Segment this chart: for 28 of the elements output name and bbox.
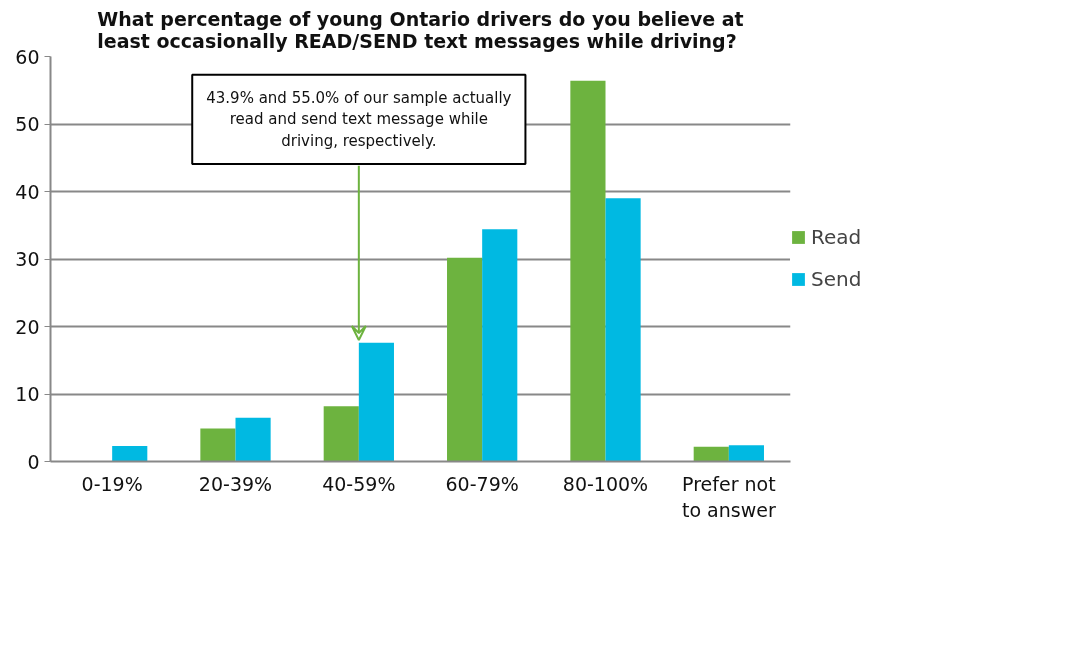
y-tick-label: 50 — [15, 113, 40, 135]
bar — [200, 428, 236, 462]
bar — [570, 80, 606, 462]
bar — [323, 406, 359, 462]
bar — [112, 445, 148, 462]
legend-label: Read — [811, 225, 862, 249]
bar — [482, 229, 518, 462]
y-tick-label: 30 — [15, 248, 40, 270]
bar — [358, 342, 394, 462]
bar — [605, 198, 641, 462]
legend-label: Send — [811, 267, 862, 291]
y-tick-label: 40 — [15, 180, 40, 203]
x-tick-label: 40-59% — [322, 472, 396, 495]
x-tick-label: 20-39% — [198, 472, 273, 495]
annotation: 43.9% and 55.0% of our sample actually read and send text message while driving, respectively. — [206, 88, 512, 150]
x-tick-label: 60-79% — [445, 472, 519, 495]
y-tick-label: 20 — [15, 315, 40, 338]
bar — [693, 446, 729, 462]
y-tick-label: 60 — [15, 45, 40, 68]
x-tick-label: 0-19% — [81, 472, 143, 495]
x-tick-label: Prefer not to answer — [681, 472, 776, 521]
bar — [447, 257, 483, 462]
bar — [728, 445, 764, 462]
y-tick-label: 0 — [27, 450, 40, 473]
x-tick-label: 80-100% — [562, 472, 649, 495]
y-tick-label: 10 — [15, 383, 40, 405]
chart-title: What percentage of young Ontario drivers do you believe at least occasionally READ/SEND text messages while driving? — [97, 7, 744, 52]
bar — [235, 417, 271, 462]
